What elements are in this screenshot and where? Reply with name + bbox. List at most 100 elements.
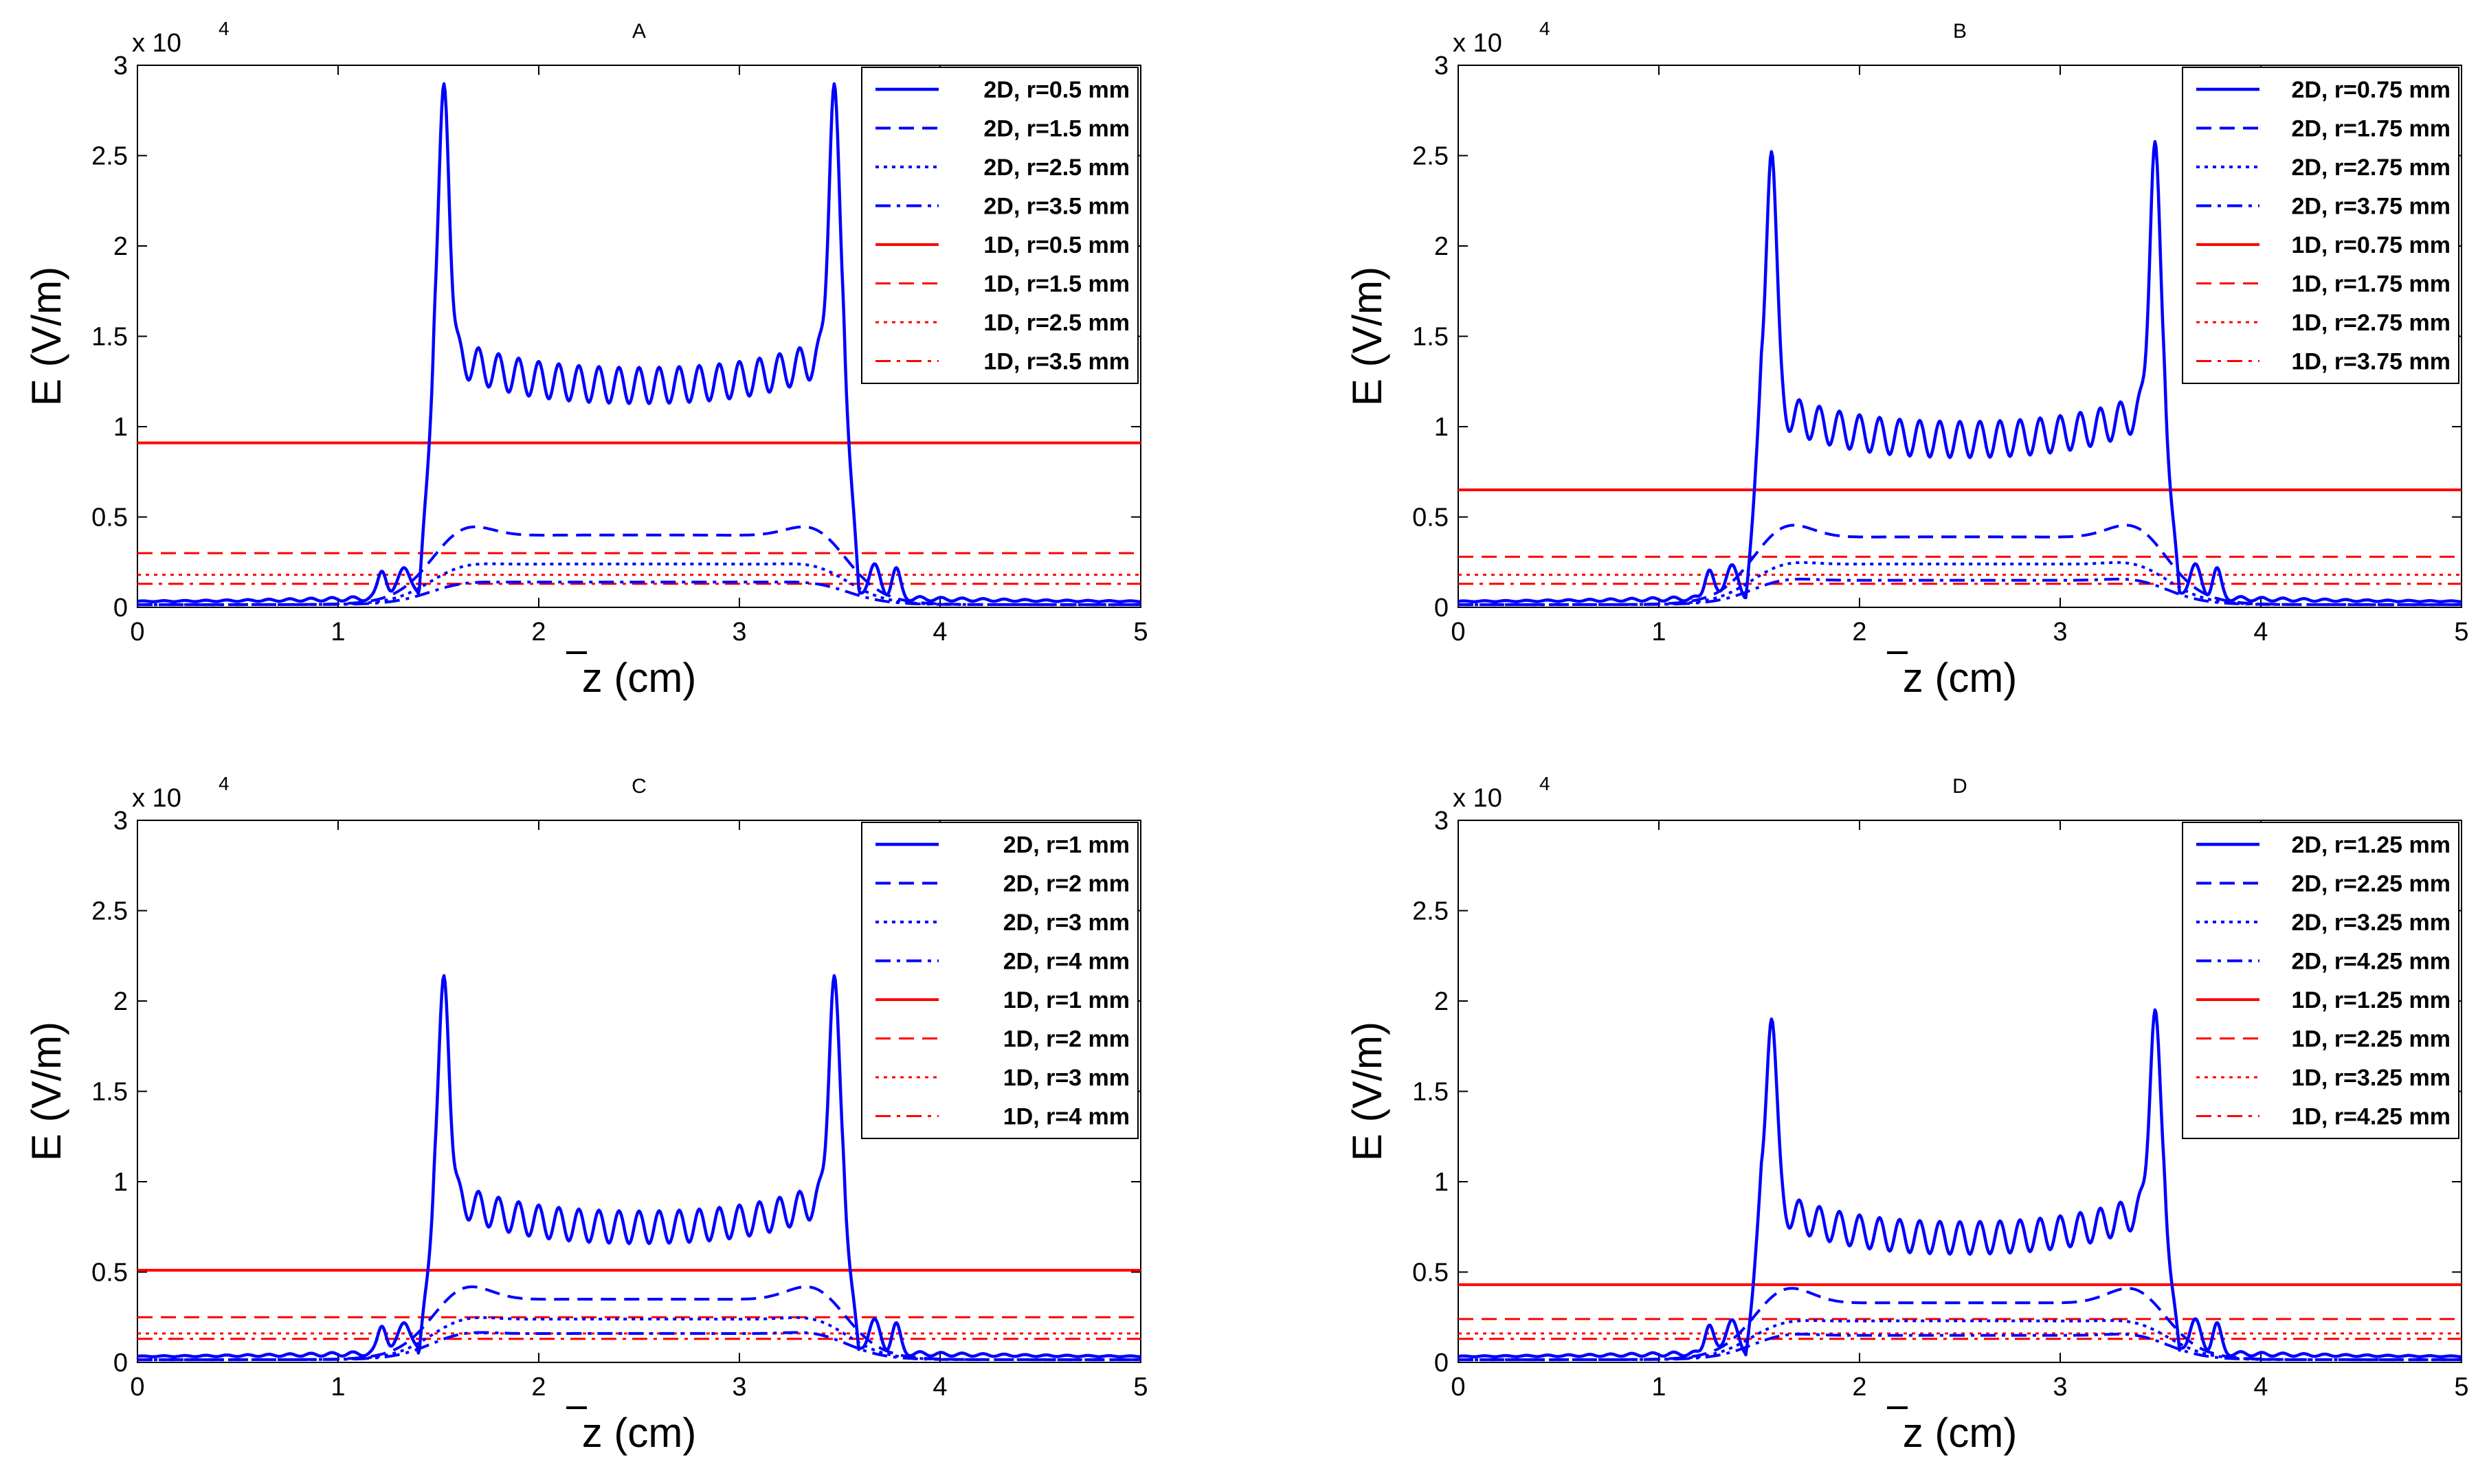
- y-tick-label: 1: [113, 413, 128, 442]
- series-line-2d-0: [137, 82, 1141, 604]
- y-tick-label: 1.5: [91, 323, 128, 352]
- chart-panel-A: Ax 10 4 0 1 2 3 4 5 0 0.5 1 1.5 2 2.5 3 z (cm) E (V/m) 2D…: [23, 18, 1148, 701]
- legend: 2D, r=0.5 mm 2D, r=1.5 mm 2D, r=2.5 mm 2D, …: [861, 67, 1139, 384]
- legend-label: 1D, r=3.5 mm: [983, 349, 1130, 375]
- y-tick-label: 0.5: [1412, 1259, 1449, 1288]
- x-tick-label: 4: [2253, 1373, 2268, 1402]
- x-tick-label: 0: [1451, 1373, 1465, 1402]
- legend-label: 2D, r=0.5 mm: [983, 77, 1130, 103]
- x-tick-label: 4: [933, 1373, 947, 1402]
- series-line-2d-0: [1458, 139, 2462, 604]
- x-tick-label: 3: [732, 1373, 746, 1402]
- legend-label: 1D, r=3.25 mm: [2291, 1065, 2451, 1091]
- y-exponent-power: 4: [1539, 773, 1550, 794]
- x-tick-label: 5: [1133, 1373, 1148, 1402]
- series-line-2d-0: [1458, 1008, 2462, 1359]
- y-tick-label: 2.5: [91, 897, 128, 926]
- legend-label: 2D, r=0.75 mm: [2291, 77, 2451, 103]
- x-tick-label: 4: [2253, 618, 2268, 647]
- y-tick-label: 2.5: [1412, 897, 1449, 926]
- x-tick-label: 4: [933, 618, 947, 647]
- chart-title: A: [632, 20, 646, 43]
- y-tick-label: 3: [113, 52, 128, 80]
- x-tick-label: 5: [1133, 618, 1148, 647]
- legend-label: 2D, r=4.25 mm: [2291, 949, 2451, 975]
- x-axis-label: z (cm): [1903, 1410, 2018, 1456]
- y-tick-label: 0: [113, 594, 128, 622]
- chart-title: C: [632, 775, 647, 798]
- legend-label: 2D, r=2.25 mm: [2291, 871, 2451, 897]
- legend-label: 2D, r=1.75 mm: [2291, 116, 2451, 142]
- legend: 2D, r=0.75 mm 2D, r=1.75 mm 2D, r=2.75 mm 2…: [2182, 67, 2459, 384]
- x-axis-label: z (cm): [582, 1410, 697, 1456]
- series-line-2d-3: [1458, 1332, 2462, 1362]
- y-tick-label: 1: [113, 1168, 128, 1197]
- y-tick-label: 3: [1434, 52, 1449, 80]
- x-tick-label: 1: [1651, 618, 1666, 647]
- legend-label: 1D, r=1.25 mm: [2291, 987, 2451, 1013]
- x-tick-label: 1: [331, 1373, 345, 1402]
- y-tick-label: 2.5: [1412, 142, 1449, 171]
- legend-label: 2D, r=3.75 mm: [2291, 194, 2451, 220]
- x-tick-label: 5: [2454, 618, 2468, 647]
- legend-label: 2D, r=3 mm: [1003, 910, 1130, 936]
- legend-label: 2D, r=4 mm: [1003, 949, 1130, 975]
- y-tick-label: 0: [1434, 594, 1449, 622]
- x-tick-label: 0: [130, 618, 144, 647]
- y-tick-label: 2: [113, 987, 128, 1016]
- x-tick-label: 5: [2454, 1373, 2468, 1402]
- legend-label: 2D, r=2 mm: [1003, 871, 1130, 897]
- y-exponent-label: x 10: [132, 784, 181, 813]
- x-tick-label: 2: [531, 618, 546, 647]
- chart-title: B: [1953, 20, 1967, 43]
- legend-label: 2D, r=1 mm: [1003, 832, 1130, 858]
- chart-panel-D: Dx 10 4 0 1 2 3 4 5 0 0.5 1 1.5 2 2.5 3 z (cm) E (V/m) 2D…: [1344, 773, 2469, 1456]
- x-tick-label: 3: [2053, 618, 2067, 647]
- series-line-2d-3: [1458, 577, 2462, 607]
- x-axis-label: z (cm): [1903, 655, 2018, 701]
- y-axis-label: E (V/m): [1344, 1022, 1390, 1161]
- y-tick-label: 1.5: [1412, 323, 1449, 352]
- y-axis-label: E (V/m): [1344, 267, 1390, 406]
- chart-panel-B: Bx 10 4 0 1 2 3 4 5 0 0.5 1 1.5 2 2.5 3 z (cm) E (V/m) 2D…: [1344, 18, 2469, 701]
- x-tick-label: 2: [1852, 1373, 1866, 1402]
- x-tick-label: 3: [2053, 1373, 2067, 1402]
- legend-box: [861, 822, 1139, 1139]
- legend-box: [2182, 822, 2459, 1139]
- x-tick-label: 1: [1651, 1373, 1666, 1402]
- y-exponent-label: x 10: [1453, 784, 1502, 813]
- legend-label: 2D, r=3.25 mm: [2291, 910, 2451, 936]
- y-exponent-label: x 10: [132, 29, 181, 58]
- y-tick-label: 2: [1434, 987, 1449, 1016]
- legend-label: 1D, r=2.25 mm: [2291, 1026, 2451, 1053]
- legend-label: 1D, r=0.5 mm: [983, 232, 1130, 258]
- x-axis-label: z (cm): [582, 655, 697, 701]
- x-tick-label: 1: [331, 618, 345, 647]
- y-tick-label: 3: [113, 807, 128, 835]
- legend-label: 1D, r=3 mm: [1003, 1065, 1130, 1091]
- legend-label: 1D, r=2 mm: [1003, 1026, 1130, 1053]
- y-exponent-power: 4: [219, 18, 230, 39]
- legend-label: 1D, r=4 mm: [1003, 1104, 1130, 1130]
- x-tick-label: 2: [1852, 618, 1866, 647]
- x-tick-label: 0: [130, 1373, 144, 1402]
- series-group: [1458, 1008, 2462, 1362]
- series-group: [137, 974, 1141, 1362]
- legend-label: 1D, r=1 mm: [1003, 987, 1130, 1013]
- legend-label: 1D, r=2.75 mm: [2291, 310, 2451, 336]
- legend-label: 1D, r=1.5 mm: [983, 271, 1130, 297]
- legend-label: 1D, r=1.75 mm: [2291, 271, 2451, 297]
- chart-title: D: [1952, 775, 1967, 798]
- y-tick-label: 2: [1434, 232, 1449, 261]
- y-tick-label: 0.5: [91, 504, 128, 532]
- legend: 2D, r=1.25 mm 2D, r=2.25 mm 2D, r=3.25 mm 2…: [2182, 822, 2459, 1139]
- y-axis-label: E (V/m): [23, 1022, 69, 1161]
- legend-label: 2D, r=1.25 mm: [2291, 832, 2451, 858]
- legend-label: 2D, r=1.5 mm: [983, 116, 1130, 142]
- series-group: [1458, 139, 2462, 607]
- y-tick-label: 2: [113, 232, 128, 261]
- y-tick-label: 1.5: [91, 1078, 128, 1107]
- y-exponent-label: x 10: [1453, 29, 1502, 58]
- y-tick-label: 0: [113, 1349, 128, 1378]
- legend-label: 1D, r=2.5 mm: [983, 310, 1130, 336]
